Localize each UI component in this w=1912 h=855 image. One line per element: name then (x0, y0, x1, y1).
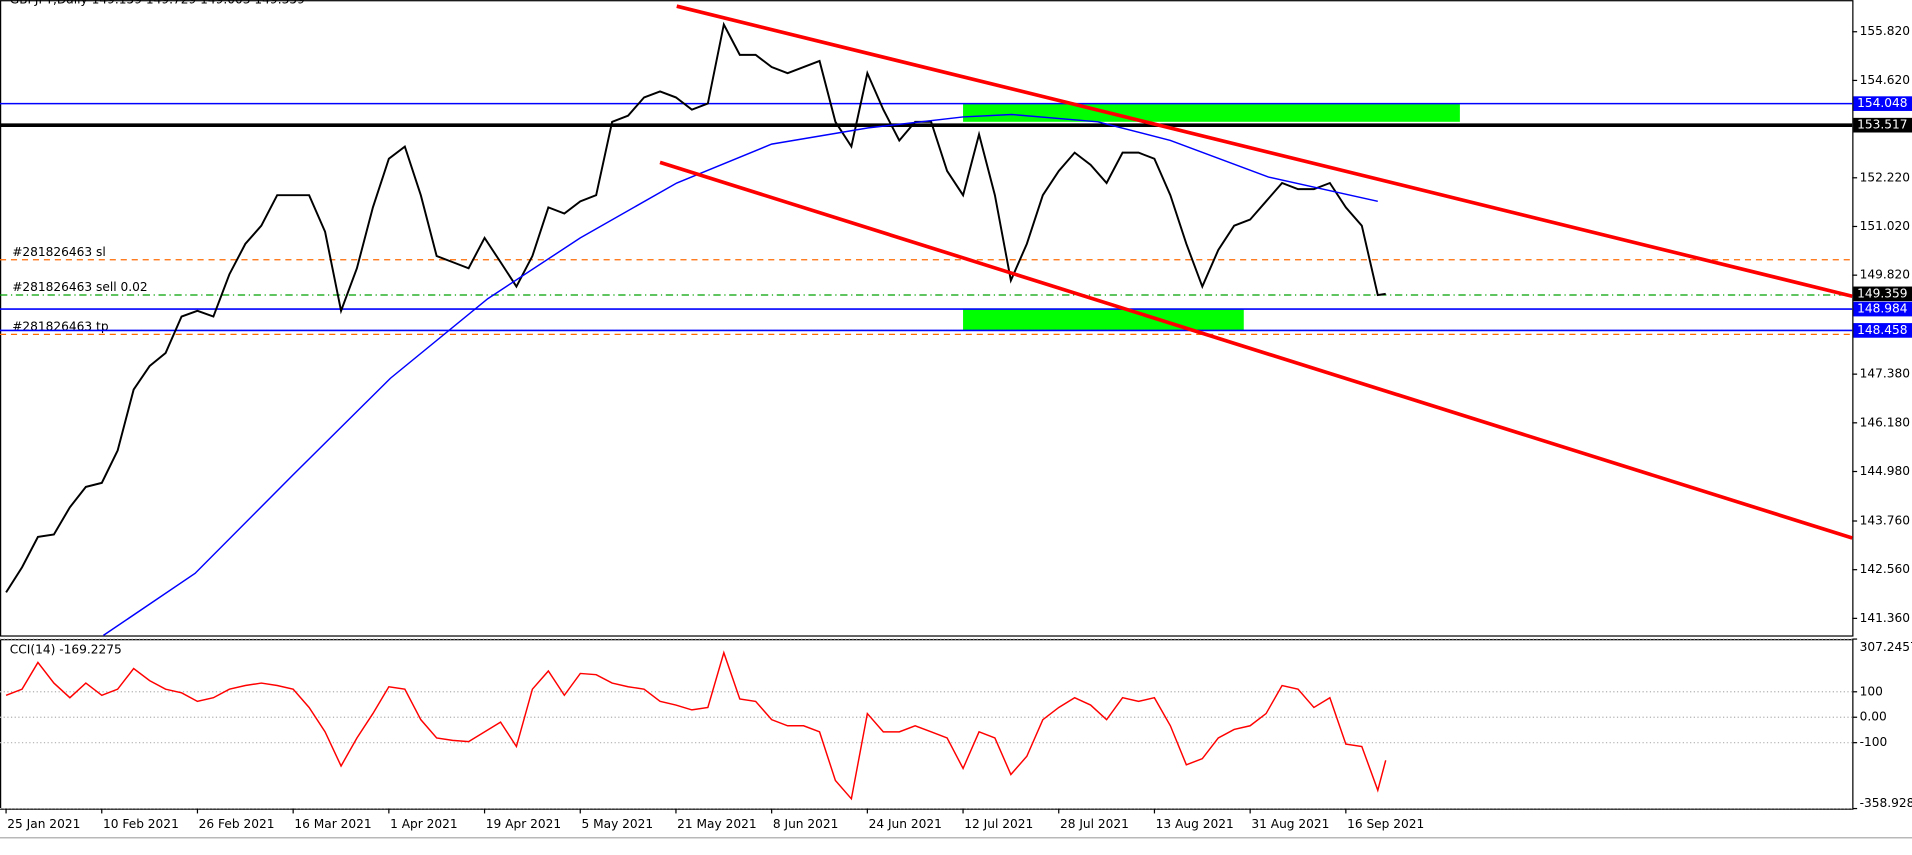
y-tick-label: 152.220 (1860, 170, 1910, 184)
y-tick-label: 155.820 (1860, 24, 1910, 38)
price-tag (1853, 286, 1912, 302)
y-tick-label: 142.560 (1860, 562, 1910, 576)
y-tick-label: 100 (1860, 684, 1883, 698)
y-tick-label: 146.180 (1860, 415, 1910, 429)
x-tick-label: 24 Jun 2021 (869, 817, 942, 831)
x-tick-label: 16 Mar 2021 (294, 817, 371, 831)
order-label: #281826463 sell 0.02 (12, 280, 148, 294)
series-line (102, 113, 1378, 637)
price-tag-label: 153.517 (1857, 118, 1907, 132)
x-tick-label: 25 Jan 2021 (7, 817, 80, 831)
price-tag (1853, 323, 1912, 338)
x-tick-label: 16 Sep 2021 (1347, 817, 1424, 831)
price-tag-label: 148.984 (1857, 302, 1908, 316)
panel-title: GBPJPY,Daily 149.159 149.729 149.003 149… (10, 0, 305, 7)
y-tick-label: 144.980 (1860, 464, 1910, 478)
price-tag (1853, 117, 1912, 133)
y-tick-label: 147.380 (1860, 367, 1910, 381)
x-tick-label: 19 Apr 2021 (486, 817, 561, 831)
trendline (676, 4, 1853, 299)
x-tick-label: 8 Jun 2021 (773, 817, 839, 831)
y-tick-label: 307.2457 (1860, 640, 1912, 654)
x-tick-label: 26 Feb 2021 (199, 817, 275, 831)
main-panel (0, 0, 1854, 637)
x-tick-label: 5 May 2021 (581, 817, 653, 831)
x-tick-label: 21 May 2021 (677, 817, 756, 831)
current-price-label: 149.359 (1857, 286, 1907, 300)
trendline (659, 160, 1853, 540)
y-tick-label: 141.360 (1860, 611, 1910, 625)
y-tick-label: -358.9285 (1860, 796, 1912, 810)
zone (963, 308, 1244, 331)
series-line (5, 21, 1386, 593)
y-tick-label: 0.00 (1860, 710, 1887, 724)
price-tag (1853, 96, 1912, 111)
y-tick-label: 151.020 (1860, 219, 1910, 233)
x-tick-label: 1 Apr 2021 (390, 817, 458, 831)
price-tag (1853, 301, 1912, 317)
x-tick-label: 28 Jul 2021 (1060, 817, 1129, 831)
price-tag-label: 148.458 (1857, 323, 1907, 337)
y-tick-label: 154.620 (1860, 73, 1910, 87)
series-line (5, 650, 1387, 801)
order-label: #281826463 sl (12, 245, 106, 259)
x-tick-label: 13 Aug 2021 (1156, 817, 1234, 831)
x-tick-label: 12 Jul 2021 (964, 817, 1033, 831)
panel-title: CCI(14) -169.2275 (10, 643, 122, 657)
y-tick-label: -100 (1860, 735, 1888, 749)
price-tag-label: 154.048 (1857, 96, 1907, 110)
x-tick-label: 31 Aug 2021 (1251, 817, 1329, 831)
y-tick-label: 149.820 (1860, 268, 1910, 282)
zone (963, 103, 1460, 122)
y-tick-label: 143.760 (1860, 514, 1910, 528)
x-tick-label: 10 Feb 2021 (103, 817, 179, 831)
order-label: #281826463 tp (12, 320, 109, 334)
